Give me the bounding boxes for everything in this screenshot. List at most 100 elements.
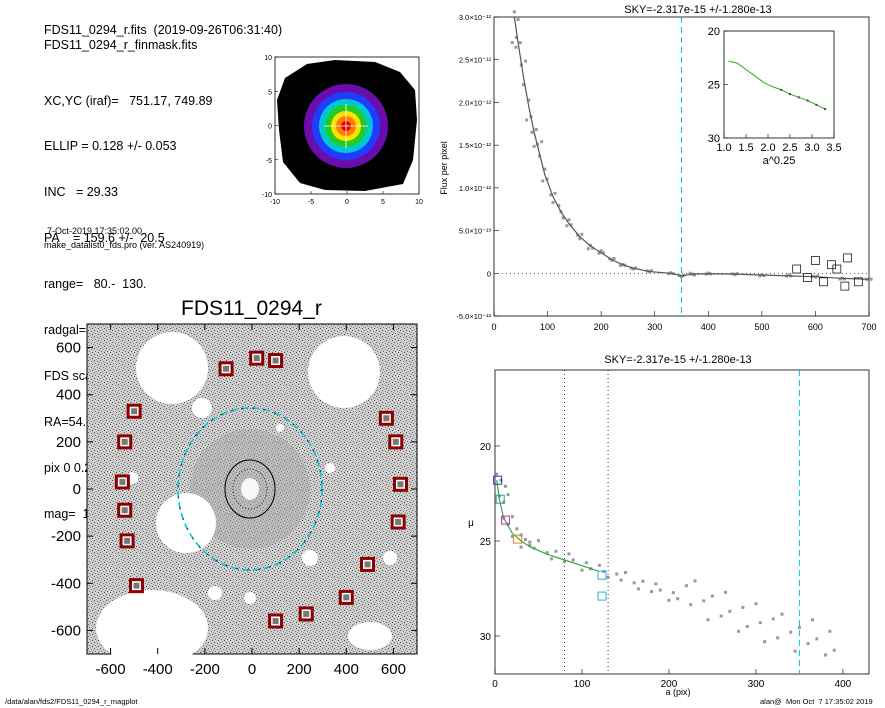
- flux-point: [551, 201, 555, 205]
- sb-chart-title: SKY=-2.317e-15 +/-1.280e-13: [604, 354, 751, 366]
- flux-point: [869, 277, 873, 281]
- sb-profile-line: [496, 480, 600, 572]
- flux-point: [512, 10, 516, 14]
- sky-box-fill: [392, 438, 399, 445]
- flux-point: [549, 193, 553, 197]
- sky-box-fill: [223, 365, 230, 372]
- flux-point: [586, 247, 590, 251]
- sb-point: [571, 558, 575, 562]
- sb-colored-square: [500, 515, 510, 525]
- sb-point: [789, 630, 793, 634]
- inset-frame: [723, 30, 835, 139]
- sb-point: [519, 545, 523, 549]
- sb-x-tick-label: 300: [748, 679, 765, 690]
- thumb-y-tick-label: -10: [262, 192, 272, 199]
- flux-point: [565, 224, 569, 228]
- flux-profile-chart: 0 100 200 300 400 500 600 700-5.0×10⁻¹³05.0×10⁻…: [439, 4, 877, 332]
- flux-x-tick-label: 500: [754, 322, 769, 332]
- flux-point: [601, 251, 605, 255]
- sb-point: [758, 621, 762, 625]
- inset-point: [780, 88, 783, 91]
- sb-x-tick-label: 400: [835, 679, 852, 690]
- flux-sky-box: [853, 277, 863, 287]
- inset-x-tick-label: 2.5: [782, 142, 797, 154]
- flux-y-tick-label: 2.0×10⁻¹²: [459, 98, 492, 107]
- sb-point: [832, 648, 836, 652]
- inset-point: [806, 99, 809, 102]
- sb-chart-xlabel: a (pix): [665, 687, 690, 697]
- flux-point: [706, 271, 710, 275]
- inner-range-ellipse: [232, 468, 268, 510]
- sb-point: [510, 534, 514, 538]
- param-line: PA = 159.6 +/- 20.5: [44, 231, 165, 246]
- sb-point: [550, 557, 554, 561]
- flux-point: [631, 267, 635, 271]
- image-x-tick-label: 400: [334, 661, 359, 678]
- sb-point: [793, 649, 797, 653]
- flux-y-tick-label: 0: [487, 269, 491, 278]
- program-line: make_datalist0_fds.pro (ver. AS240919): [44, 240, 205, 250]
- thumb-x-tick-label: -5: [308, 199, 314, 206]
- sky-box-fill: [272, 618, 279, 624]
- image-y-tick-label: 0: [73, 481, 81, 498]
- image-y-tick-label: -600: [51, 622, 81, 639]
- sb-point: [502, 500, 506, 504]
- sky-box-fill: [364, 561, 371, 568]
- flux-point: [578, 237, 582, 241]
- sb-point: [563, 560, 567, 564]
- sb-point: [689, 603, 693, 607]
- sb-colored-square: [597, 570, 607, 580]
- sb-point: [650, 590, 654, 594]
- flux-point: [525, 118, 529, 122]
- inset-x-tick-label: 1.5: [738, 142, 753, 154]
- flux-point: [532, 144, 536, 148]
- flux-point: [516, 18, 520, 22]
- sb-plot-frame: [494, 369, 870, 675]
- flux-point: [692, 273, 696, 277]
- flux-point: [561, 216, 565, 220]
- sky-box-fill: [383, 415, 390, 422]
- date-line: 7-Oct-2019 17:35:02.00: [47, 226, 143, 236]
- flux-point: [688, 271, 692, 275]
- flux-point: [540, 140, 544, 144]
- thumb-y-tick-label: -5: [266, 158, 272, 165]
- sb-point: [495, 472, 499, 476]
- sky-box-fill: [272, 357, 279, 364]
- flux-point: [553, 191, 557, 195]
- sb-point: [780, 612, 784, 616]
- flux-point: [816, 274, 820, 278]
- sb-x-tick-label: 100: [574, 679, 591, 690]
- sb-point: [828, 629, 832, 633]
- flux-sky-box: [832, 264, 842, 274]
- image-panel-title: FDS11_0294_r: [181, 297, 322, 320]
- inset-x-tick-label: 3.0: [804, 142, 819, 154]
- flux-point: [680, 275, 683, 279]
- flux-point: [787, 273, 791, 277]
- flux-x-tick-label: 700: [861, 322, 876, 332]
- sb-point: [637, 587, 641, 591]
- thumb-x-tick-label: 10: [415, 199, 423, 206]
- flux-y-tick-label: 2.5×10⁻¹²: [459, 56, 492, 65]
- flux-point: [599, 249, 603, 253]
- sb-point: [654, 582, 658, 586]
- sb-point: [615, 572, 619, 576]
- flux-point: [518, 41, 522, 45]
- sb-point: [632, 581, 636, 585]
- sb-x-tick-label: 200: [661, 679, 678, 690]
- sb-point: [510, 515, 514, 519]
- sb-point: [684, 584, 688, 588]
- sb-point: [719, 614, 723, 618]
- sb-chart-ylabel: μ: [468, 518, 474, 529]
- masked-image-panel: -600 -400 -200 0 200 400 600 600 400 200 0 -200 -400…: [51, 323, 418, 678]
- flux-point: [569, 223, 573, 227]
- sb-point: [623, 571, 627, 575]
- sb-point: [728, 609, 732, 613]
- flux-x-tick-label: 300: [647, 322, 662, 332]
- flux-point: [530, 130, 534, 134]
- sb-point: [706, 618, 710, 622]
- flux-sky-box: [840, 281, 850, 291]
- sb-point: [523, 537, 527, 541]
- thumb-y-tick-label: 5: [268, 89, 272, 96]
- flux-y-tick-label: -5.0×10⁻¹³: [456, 312, 491, 321]
- inset-x-tick-label: 3.5: [826, 142, 841, 154]
